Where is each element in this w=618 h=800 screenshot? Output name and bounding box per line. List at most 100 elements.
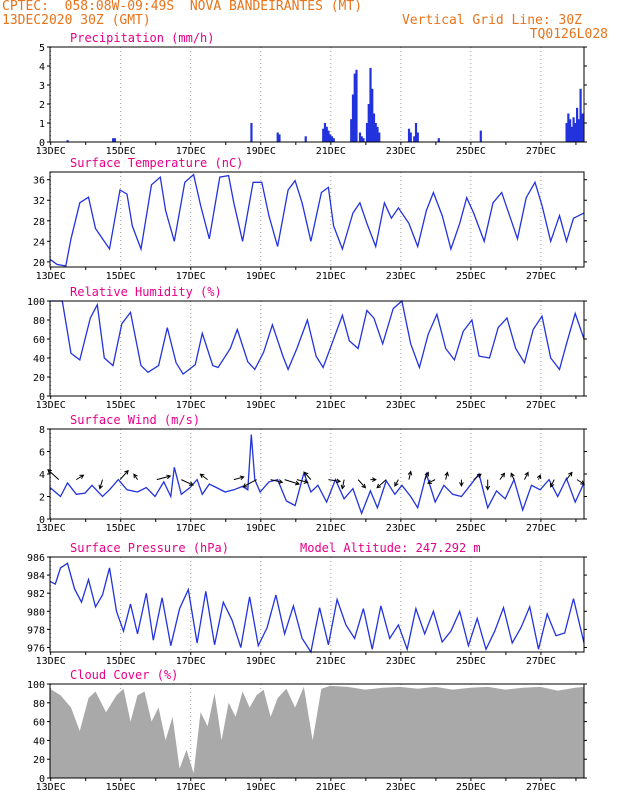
wind-xtick-label: 27DEC (526, 523, 556, 534)
pressure-ytick-label: 986 (27, 553, 45, 564)
precip-ytick-label: 0 (39, 138, 45, 149)
temperature-xtick-label: 17DEC (176, 271, 206, 282)
precip-bar (437, 138, 440, 142)
precip-bar (278, 134, 281, 142)
wind-arrow-head (278, 479, 284, 484)
precip-bar (350, 119, 353, 142)
humidity-xtick-label: 15DEC (106, 400, 136, 411)
wind-ytick-label: 2 (39, 493, 45, 504)
wind-arrow (485, 479, 491, 491)
wind-arrow-shaft (408, 471, 412, 480)
wind-arrow (549, 479, 555, 488)
precip-bar (369, 67, 372, 142)
wind-arrow-head (372, 477, 377, 482)
wind-arrow-head (500, 472, 506, 478)
wind-arrow-head (199, 473, 205, 479)
cloud-xtick-label: 19DEC (246, 782, 276, 793)
cloud-xtick-label: 27DEC (526, 782, 556, 793)
wind-title: Surface Wind (m/s) (70, 413, 200, 427)
wind-arrow (376, 479, 387, 489)
precip-ytick-label: 2 (39, 100, 45, 111)
precip-bar (407, 128, 411, 142)
precip-bar (113, 138, 116, 142)
header-location: CPTEC: 058:08W-09:49S NOVA BANDEIRANTES … (2, 0, 363, 14)
wind-arrow (510, 472, 515, 480)
precip-bar (581, 113, 584, 142)
precip-bar (376, 126, 379, 142)
wind-xtick-label: 17DEC (176, 523, 206, 534)
precip-xtick-label: 13DEC (36, 146, 66, 157)
wind-xtick-label: 19DEC (246, 523, 276, 534)
precip-bar (574, 123, 577, 142)
cloud-xtick-label: 17DEC (176, 782, 206, 793)
precip-bar (570, 126, 573, 142)
header-code: TQ0126L028 (529, 27, 608, 42)
wind-arrow-shaft (424, 472, 429, 480)
wind-arrow (473, 473, 482, 481)
wind-arrow (536, 474, 542, 480)
wind-arrow (296, 479, 309, 484)
precip-bar (358, 132, 362, 142)
wind-arrow (576, 479, 586, 485)
wind-arrow (340, 479, 346, 490)
temperature-xtick-label: 13DEC (36, 271, 66, 282)
precip-bar (355, 69, 358, 142)
wind-arrow-shaft (576, 479, 585, 485)
cloud-ytick-label: 60 (33, 718, 45, 729)
wind-arrow-head (536, 474, 542, 480)
precip-bar (567, 113, 570, 142)
wind-arrow-head (340, 484, 346, 490)
humidity-xtick-label: 23DEC (386, 400, 416, 411)
wind-arrow-head (524, 471, 529, 477)
wind-arrow-shaft (445, 472, 448, 480)
precip-bar (367, 104, 370, 142)
precip-bar (416, 132, 419, 142)
precip-bar (568, 119, 572, 142)
precip-bar (330, 136, 334, 142)
wind-arrow-head (79, 474, 85, 479)
wind-arrow-shaft (99, 479, 104, 489)
wind-arrow-shaft (181, 479, 194, 486)
wind-arrow-head (239, 475, 245, 481)
humidity-ytick-label: 80 (33, 316, 45, 327)
wind-arrow-shaft (133, 473, 138, 480)
precip-bar (577, 119, 580, 142)
precip-xtick-label: 23DEC (386, 146, 416, 157)
temperature-xtick-label: 25DEC (456, 271, 486, 282)
humidity-frame (49, 300, 585, 397)
wind-arrow-shaft (304, 472, 312, 480)
wind-arrow-shaft (270, 479, 283, 483)
temperature-ytick-label: 20 (33, 258, 45, 269)
temperature-xtick-label: 15DEC (106, 271, 136, 282)
precip-ytick-label: 3 (39, 81, 45, 92)
pressure-xtick-label: 25DEC (456, 656, 486, 667)
temperature-panel: 20 24 28 32 36 13DEC 15DEC 17DEC 19DEC 21DEC 23DEC… (33, 156, 587, 282)
precip-bar (362, 138, 365, 142)
wind-arrow (156, 474, 172, 481)
precip-xtick-label: 15DEC (106, 146, 136, 157)
wind-arrow-head (336, 478, 342, 484)
wind-arrow-head (510, 472, 515, 478)
wind-arrow-head (303, 471, 309, 477)
wind-arrow-head (407, 470, 413, 476)
precip-bar (374, 123, 377, 142)
precip-bar (365, 123, 369, 142)
precip-bar (572, 117, 575, 142)
wind-arrow (370, 477, 377, 482)
pressure-ytick-label: 976 (27, 643, 45, 654)
wind-arrow-head (427, 479, 432, 484)
humidity-title: Relative Humidity (%) (70, 285, 222, 299)
cloud-title: Cloud Cover (%) (70, 668, 178, 682)
precip-bar (276, 132, 279, 142)
wind-arrow (459, 479, 464, 487)
wind-arrow (119, 469, 129, 480)
temperature-ytick-label: 32 (33, 196, 45, 207)
precip-bar (325, 126, 328, 142)
wind-series-line (49, 434, 585, 516)
wind-ytick-label: 8 (39, 425, 45, 436)
wind-arrow-head (166, 474, 172, 480)
precip-bar (479, 130, 482, 142)
wind-arrow-head (476, 473, 482, 479)
humidity-xtick-label: 21DEC (316, 400, 346, 411)
wind-arrow (394, 479, 399, 487)
